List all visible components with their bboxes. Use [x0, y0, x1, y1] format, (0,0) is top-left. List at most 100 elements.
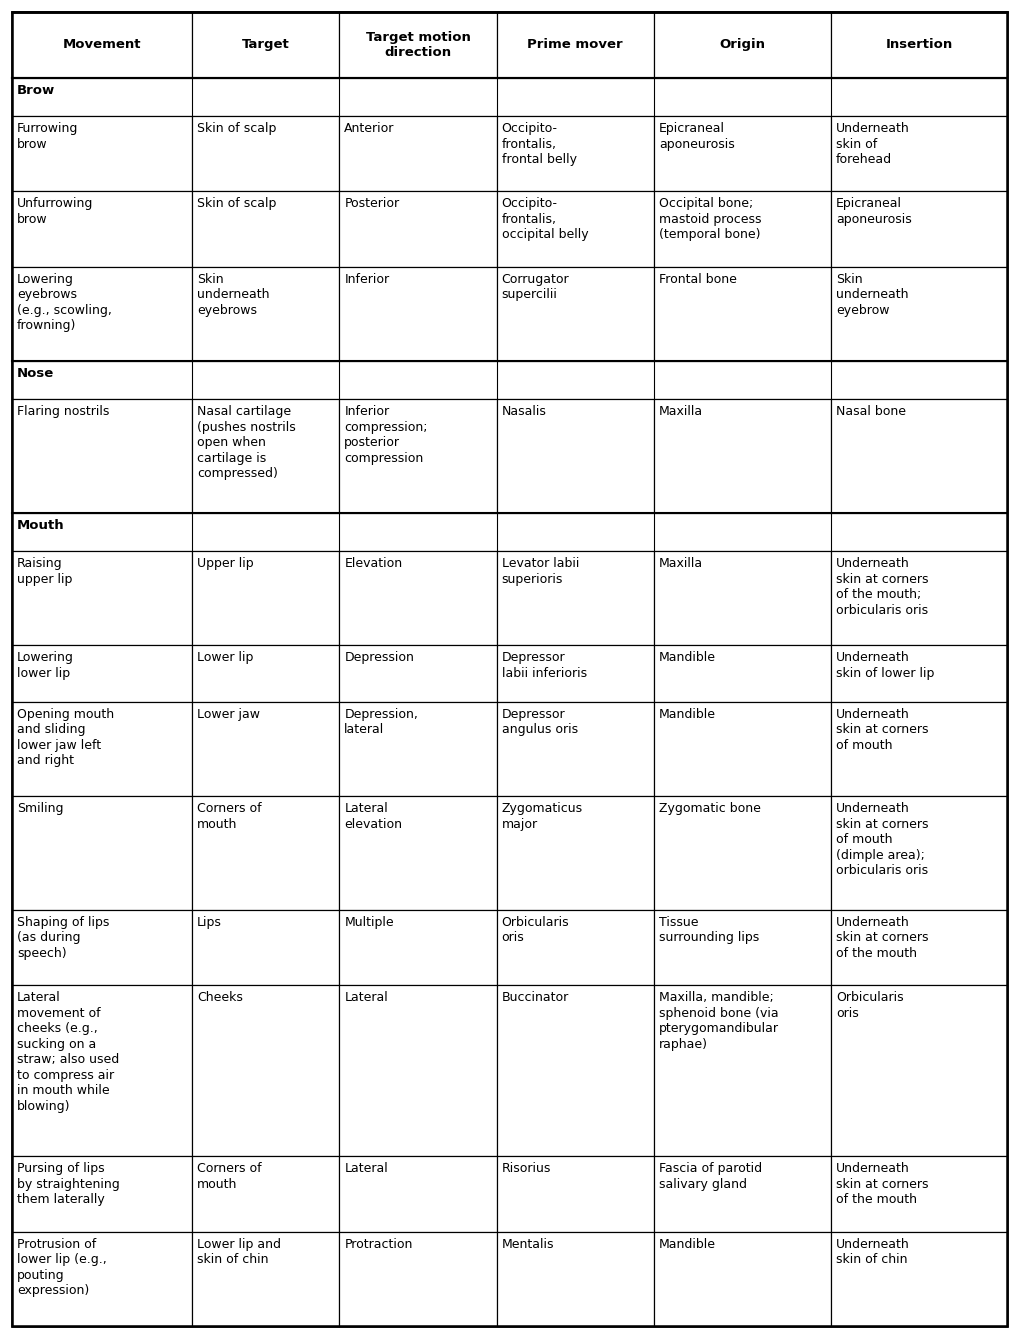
Bar	[496, 985, 654, 1156]
Bar	[339, 910, 496, 985]
Bar	[830, 116, 1007, 191]
Text: Shaping of lips
(as during
speech): Shaping of lips (as during speech)	[17, 915, 109, 959]
Text: Pursing of lips
by straightening
them laterally: Pursing of lips by straightening them la…	[17, 1163, 120, 1206]
Text: Lateral
elevation: Lateral elevation	[344, 803, 403, 831]
Bar	[339, 191, 496, 266]
Text: Underneath
skin at corners
of mouth: Underneath skin at corners of mouth	[836, 708, 928, 752]
Bar	[339, 796, 496, 910]
Text: Elevation: Elevation	[344, 557, 403, 570]
Text: Orbicularis
oris: Orbicularis oris	[836, 991, 904, 1020]
Bar	[12, 1231, 193, 1326]
Bar	[830, 1156, 1007, 1231]
Text: Raising
upper lip: Raising upper lip	[17, 557, 72, 586]
Bar	[193, 12, 339, 78]
Bar	[496, 399, 654, 512]
Text: Nasal bone: Nasal bone	[836, 405, 906, 419]
Text: Skin
underneath
eyebrow: Skin underneath eyebrow	[836, 273, 908, 317]
Bar	[654, 910, 830, 985]
Text: Flaring nostrils: Flaring nostrils	[17, 405, 109, 419]
Bar	[12, 266, 193, 361]
Bar	[496, 701, 654, 796]
Text: Corners of
mouth: Corners of mouth	[197, 1163, 262, 1191]
Text: Zygomatic bone: Zygomatic bone	[658, 803, 760, 815]
Text: Underneath
skin at corners
of mouth
(dimple area);
orbicularis oris: Underneath skin at corners of mouth (dim…	[836, 803, 928, 878]
Text: Risorius: Risorius	[501, 1163, 551, 1175]
Text: Lateral: Lateral	[344, 1163, 388, 1175]
Text: Frontal bone: Frontal bone	[658, 273, 737, 286]
Text: Depressor
labii inferioris: Depressor labii inferioris	[501, 652, 587, 680]
Text: Movement: Movement	[63, 39, 142, 51]
Bar	[654, 796, 830, 910]
Text: Occipital bone;
mastoid process
(temporal bone): Occipital bone; mastoid process (tempora…	[658, 198, 761, 241]
Bar	[193, 701, 339, 796]
Bar	[654, 12, 830, 78]
Bar	[339, 399, 496, 512]
Text: Unfurrowing
brow: Unfurrowing brow	[17, 198, 94, 226]
Text: Protrusion of
lower lip (e.g.,
pouting
expression): Protrusion of lower lip (e.g., pouting e…	[17, 1238, 107, 1297]
Bar	[12, 1156, 193, 1231]
Bar	[496, 1231, 654, 1326]
Text: Lowering
eyebrows
(e.g., scowling,
frowning): Lowering eyebrows (e.g., scowling, frown…	[17, 273, 112, 332]
Text: Protraction: Protraction	[344, 1238, 413, 1251]
Bar	[193, 796, 339, 910]
Text: Depression,
lateral: Depression, lateral	[344, 708, 418, 736]
Bar	[830, 12, 1007, 78]
Bar	[496, 551, 654, 645]
Bar	[12, 191, 193, 266]
Text: Opening mouth
and sliding
lower jaw left
and right: Opening mouth and sliding lower jaw left…	[17, 708, 114, 767]
Text: Underneath
skin at corners
of the mouth;
orbicularis oris: Underneath skin at corners of the mouth;…	[836, 557, 928, 617]
Text: Mentalis: Mentalis	[501, 1238, 554, 1251]
Text: Furrowing
brow: Furrowing brow	[17, 122, 78, 151]
Text: Target motion
direction: Target motion direction	[366, 31, 471, 59]
Text: Fascia of parotid
salivary gland: Fascia of parotid salivary gland	[658, 1163, 762, 1191]
Text: Tissue
surrounding lips: Tissue surrounding lips	[658, 915, 759, 945]
Text: Nasal cartilage
(pushes nostrils
open when
cartilage is
compressed): Nasal cartilage (pushes nostrils open wh…	[197, 405, 296, 480]
Bar	[12, 12, 193, 78]
Text: Nose: Nose	[17, 367, 54, 380]
Text: Skin of scalp: Skin of scalp	[197, 198, 276, 210]
Bar	[830, 266, 1007, 361]
Bar	[654, 551, 830, 645]
Text: Brow: Brow	[17, 84, 55, 96]
Text: Lower lip and
skin of chin: Lower lip and skin of chin	[197, 1238, 281, 1266]
Bar	[496, 191, 654, 266]
Bar	[12, 512, 1007, 551]
Bar	[193, 191, 339, 266]
Text: Orbicularis
oris: Orbicularis oris	[501, 915, 570, 945]
Bar	[12, 551, 193, 645]
Bar	[193, 551, 339, 645]
Bar	[830, 985, 1007, 1156]
Text: Cheeks: Cheeks	[197, 991, 243, 1004]
Text: Underneath
skin of
forehead: Underneath skin of forehead	[836, 122, 910, 166]
Bar	[496, 910, 654, 985]
Bar	[654, 1231, 830, 1326]
Text: Mandible: Mandible	[658, 1238, 715, 1251]
Text: Underneath
skin of lower lip: Underneath skin of lower lip	[836, 652, 934, 680]
Bar	[339, 701, 496, 796]
Text: Nasalis: Nasalis	[501, 405, 546, 419]
Bar	[830, 910, 1007, 985]
Text: Mandible: Mandible	[658, 708, 715, 721]
Bar	[654, 191, 830, 266]
Text: Lower lip: Lower lip	[197, 652, 254, 665]
Bar	[339, 551, 496, 645]
Text: Inferior
compression;
posterior
compression: Inferior compression; posterior compress…	[344, 405, 428, 464]
Bar	[830, 1231, 1007, 1326]
Bar	[12, 910, 193, 985]
Bar	[830, 701, 1007, 796]
Bar	[830, 191, 1007, 266]
Text: Skin
underneath
eyebrows: Skin underneath eyebrows	[197, 273, 270, 317]
Text: Underneath
skin at corners
of the mouth: Underneath skin at corners of the mouth	[836, 1163, 928, 1206]
Bar	[496, 266, 654, 361]
Bar	[830, 796, 1007, 910]
Bar	[193, 399, 339, 512]
Text: Lips: Lips	[197, 915, 222, 929]
Text: Maxilla, mandible;
sphenoid bone (via
pterygomandibular
raphae): Maxilla, mandible; sphenoid bone (via pt…	[658, 991, 779, 1050]
Bar	[339, 985, 496, 1156]
Text: Maxilla: Maxilla	[658, 557, 703, 570]
Bar	[496, 796, 654, 910]
Text: Lateral: Lateral	[344, 991, 388, 1004]
Text: Insertion: Insertion	[886, 39, 953, 51]
Text: Skin of scalp: Skin of scalp	[197, 122, 276, 135]
Text: Maxilla: Maxilla	[658, 405, 703, 419]
